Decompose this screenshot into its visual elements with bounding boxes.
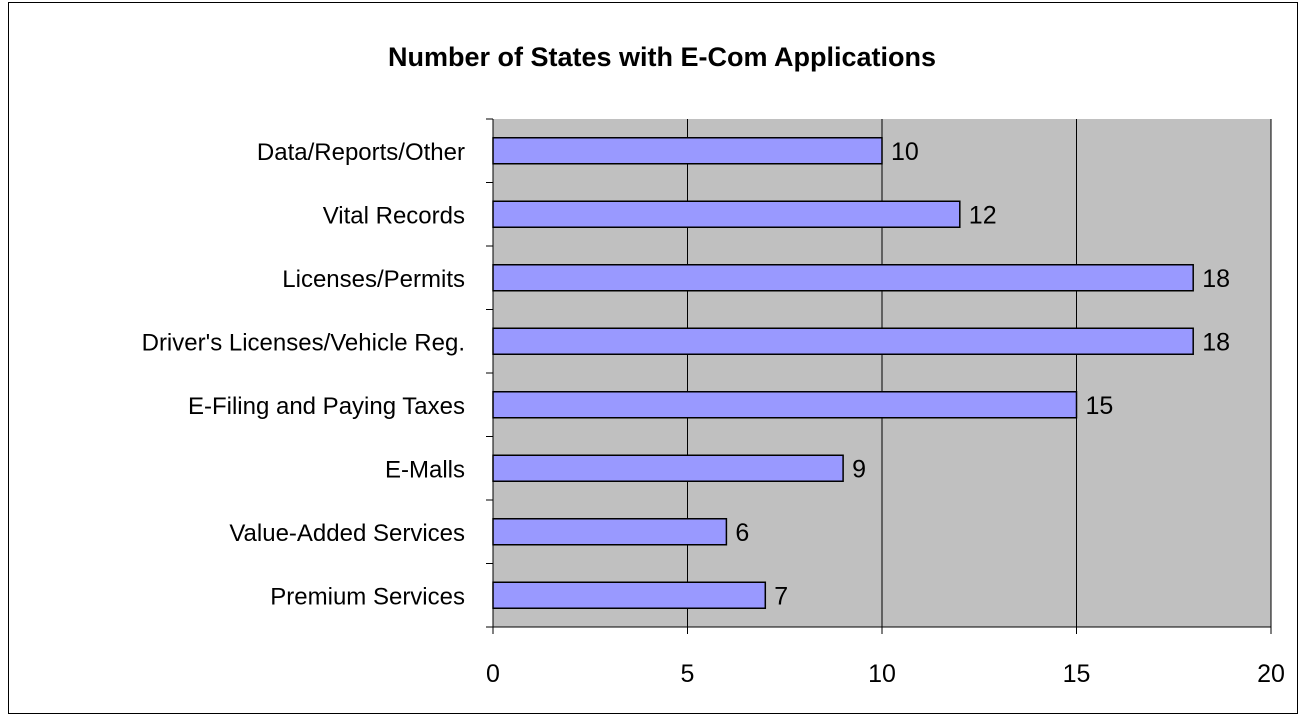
category-label-2: Licenses/Permits bbox=[282, 266, 465, 293]
category-label-3: Driver's Licenses/Vehicle Reg. bbox=[142, 329, 465, 356]
category-label-5: E-Malls bbox=[385, 456, 465, 483]
data-label-2: 18 bbox=[1202, 265, 1230, 293]
bar-5 bbox=[492, 454, 844, 482]
x-tick-label-5: 5 bbox=[681, 660, 695, 688]
bar-0 bbox=[492, 137, 883, 165]
category-label-0: Data/Reports/Other bbox=[257, 139, 465, 166]
bars bbox=[492, 137, 1194, 609]
x-tick-label-15: 15 bbox=[1063, 660, 1091, 688]
bar-2 bbox=[492, 264, 1194, 292]
category-labels: Data/Reports/Other Vital Records Licenses/… bbox=[142, 139, 465, 611]
bar-4 bbox=[492, 391, 1078, 419]
data-label-3: 18 bbox=[1202, 328, 1230, 356]
category-label-4: E-Filing and Paying Taxes bbox=[188, 393, 465, 420]
x-tick-label-20: 20 bbox=[1257, 660, 1285, 688]
data-label-0: 10 bbox=[891, 138, 919, 166]
bar-6 bbox=[492, 518, 728, 546]
data-label-5: 9 bbox=[852, 455, 866, 483]
x-tick-label-10: 10 bbox=[868, 660, 896, 688]
data-label-4: 15 bbox=[1086, 392, 1114, 420]
data-labels: 10 12 18 18 15 9 6 7 bbox=[735, 138, 1230, 611]
bar-3 bbox=[492, 327, 1194, 355]
data-label-6: 6 bbox=[735, 519, 749, 547]
x-tick-labels: 0 5 10 15 20 bbox=[486, 660, 1285, 688]
axes bbox=[486, 118, 1272, 634]
category-label-7: Premium Services bbox=[270, 583, 465, 610]
bar-1 bbox=[492, 200, 961, 228]
category-label-6: Value-Added Services bbox=[229, 520, 465, 547]
x-tick-label-0: 0 bbox=[486, 660, 500, 688]
data-label-7: 7 bbox=[774, 582, 788, 610]
data-label-1: 12 bbox=[969, 201, 997, 229]
chart-title: Number of States with E-Com Applications bbox=[388, 42, 936, 72]
category-label-1: Vital Records bbox=[323, 202, 465, 229]
bar-7 bbox=[492, 581, 767, 609]
